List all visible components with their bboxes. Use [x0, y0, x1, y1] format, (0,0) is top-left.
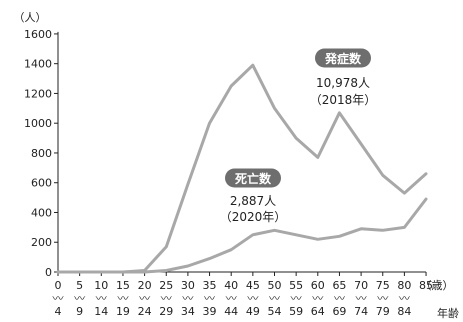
x-tick-label-end: 4	[55, 305, 62, 318]
x-tick-label-end: 49	[246, 305, 260, 318]
x-tick-range-mark: 〰	[53, 292, 64, 305]
x-tick-label-start: 15	[116, 279, 130, 292]
x-tick-label-start: 40	[224, 279, 238, 292]
x-tick-label-start: 45	[246, 279, 260, 292]
x-tick-range-mark: 〰	[204, 292, 215, 305]
x-tick-range-mark: 〰	[312, 292, 323, 305]
x-tick-range-mark: 〰	[117, 292, 128, 305]
x-tick-label-start: 0	[55, 279, 62, 292]
series-lines	[56, 63, 428, 274]
series-line-death	[56, 197, 428, 274]
x-tick-range-mark: 〰	[291, 292, 302, 305]
x-tick-label-end: 84	[397, 305, 411, 318]
x-tick-label-end: 64	[311, 305, 325, 318]
x-tick-label-start: 85	[419, 279, 433, 292]
x-tick-label-start: 70	[354, 279, 368, 292]
x-axis-unit-label: （歳）	[421, 279, 454, 292]
x-tick-label-end: 44	[224, 305, 238, 318]
x-tick-label-end: 59	[289, 305, 303, 318]
annotation-pill	[315, 48, 371, 68]
annotation-total: 10,978人	[316, 76, 370, 90]
axes	[57, 31, 427, 273]
x-tick-range-mark: 〰	[139, 292, 150, 305]
x-axis-title: 年齢	[437, 306, 459, 320]
x-tick-label-end: 19	[116, 305, 130, 318]
y-tick-label: 0	[45, 266, 52, 279]
x-tick-label-start: 20	[138, 279, 152, 292]
x-tick-label-end: 34	[181, 305, 195, 318]
y-tick-label: 200	[31, 236, 52, 249]
x-tick-range-mark: 〰	[182, 292, 193, 305]
x-tick-label-start: 25	[159, 279, 173, 292]
x-tick-label-start: 50	[268, 279, 282, 292]
x-tick-range-mark: 〰	[356, 292, 367, 305]
y-tick-label: 600	[31, 177, 52, 190]
y-axis-unit-label: （人）	[14, 11, 47, 24]
annotation-total: 2,887人	[230, 194, 276, 208]
x-tick-label-start: 80	[397, 279, 411, 292]
x-tick-range-mark: 〰	[226, 292, 237, 305]
x-tick-label-end: 29	[159, 305, 173, 318]
annotation-pill	[225, 168, 281, 188]
annotation-pill-label: 死亡数	[235, 171, 272, 186]
x-tick-label-start: 5	[76, 279, 83, 292]
annotation-year: （2018年）	[310, 93, 377, 107]
x-tick-range-mark: 〰	[96, 292, 107, 305]
y-tick-label: 400	[31, 206, 52, 219]
x-tick-label-end: 74	[354, 305, 368, 318]
x-tick-range-mark: 〰	[161, 292, 172, 305]
x-tick-label-end: 79	[376, 305, 390, 318]
x-tick-label-start: 10	[94, 279, 108, 292]
y-tick-label: 1600	[24, 28, 52, 41]
x-tick-range-mark: 〰	[247, 292, 258, 305]
x-axis-ticks: 0〰45〰910〰1415〰1920〰2425〰2930〰3435〰3940〰4…	[53, 272, 433, 318]
y-tick-label: 1000	[24, 117, 52, 130]
x-tick-label-start: 60	[311, 279, 325, 292]
x-tick-label-end: 24	[138, 305, 152, 318]
x-tick-range-mark: 〰	[399, 292, 410, 305]
x-tick-label-end: 69	[332, 305, 346, 318]
x-tick-label-start: 75	[376, 279, 390, 292]
y-tick-label: 1200	[24, 87, 52, 100]
annotation-pill-label: 発症数	[324, 51, 362, 66]
x-tick-label-start: 35	[203, 279, 217, 292]
x-tick-range-mark: 〰	[269, 292, 280, 305]
x-tick-label-end: 9	[76, 305, 83, 318]
x-tick-label-start: 30	[181, 279, 195, 292]
y-tick-label: 1400	[24, 58, 52, 71]
annotation-year: （2020年）	[220, 210, 287, 224]
y-tick-label: 800	[31, 147, 52, 160]
x-tick-range-mark: 〰	[334, 292, 345, 305]
x-tick-range-mark: 〰	[74, 292, 85, 305]
y-axis-ticks: 0 200 400 600 800 1000 1200 1400 1600	[24, 28, 58, 279]
x-tick-range-mark: 〰	[377, 292, 388, 305]
x-tick-label-start: 55	[289, 279, 303, 292]
x-tick-label-end: 54	[268, 305, 282, 318]
x-tick-label-end: 14	[94, 305, 108, 318]
annotations: 発症数 10,978人 （2018年） 死亡数 2,887人 （2020年）	[220, 48, 377, 224]
x-tick-label-end: 39	[203, 305, 217, 318]
x-tick-label-start: 65	[332, 279, 346, 292]
